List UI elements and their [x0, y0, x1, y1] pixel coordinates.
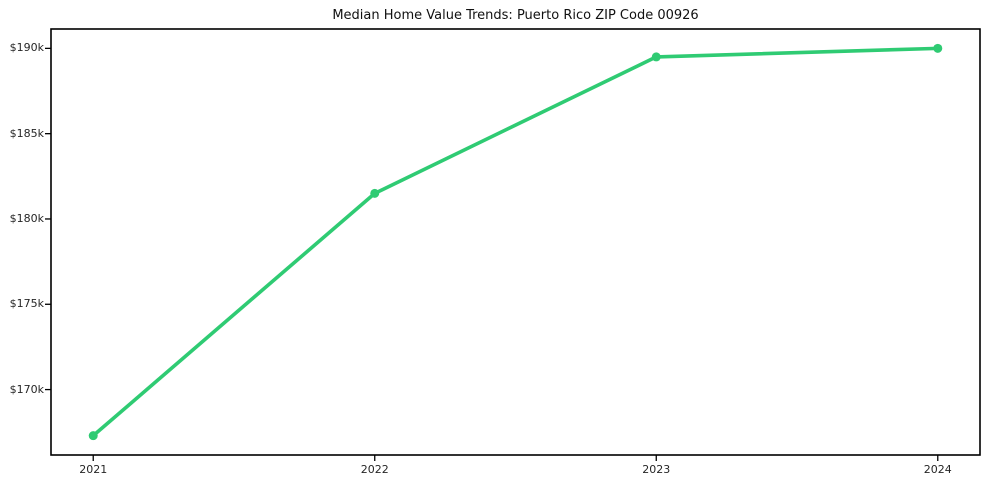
y-tick-label: $170k: [9, 382, 44, 396]
y-tick-label: $180k: [9, 211, 44, 225]
x-tick-label: 2024: [923, 463, 952, 476]
y-tick-label: $175k: [9, 297, 44, 311]
x-tick-label: 2022: [360, 463, 389, 476]
trend-line: [91, 46, 940, 438]
plot-border: [50, 28, 981, 456]
y-tick-label: $185k: [9, 126, 44, 140]
y-tick-label: $190k: [9, 41, 44, 55]
data-point: [933, 43, 943, 53]
data-point: [651, 52, 661, 62]
x-tick-label: 2023: [642, 463, 671, 476]
chart-title: Median Home Value Trends: Puerto Rico ZI…: [332, 8, 699, 23]
x-tick-label: 2021: [79, 463, 108, 476]
data-point: [370, 188, 380, 198]
data-point: [88, 431, 98, 441]
